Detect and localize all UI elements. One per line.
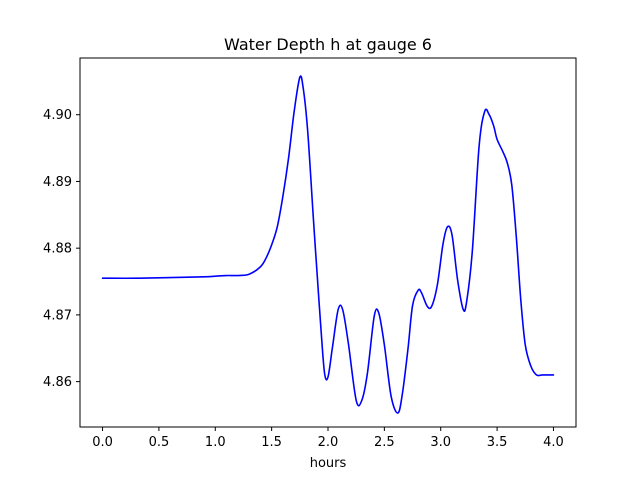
- x-tick-label: 2.0: [318, 435, 339, 450]
- x-tick-label: 1.5: [261, 435, 282, 450]
- x-tick-label: 2.5: [374, 435, 395, 450]
- x-tick-label: 3.0: [430, 435, 451, 450]
- y-tick-label: 4.86: [43, 375, 72, 390]
- y-tick-label: 4.90: [43, 108, 72, 123]
- series-line-0: [101, 75, 555, 414]
- y-tick-label: 4.88: [43, 242, 72, 257]
- x-axis-label: hours: [310, 456, 347, 471]
- y-tick-label: 4.87: [43, 308, 72, 323]
- x-tick-label: 4.0: [543, 435, 564, 450]
- axes-frame: [79, 57, 577, 428]
- y-tick-label: 4.89: [43, 175, 72, 190]
- x-tick-label: 3.5: [487, 435, 508, 450]
- plot-area: [101, 75, 555, 414]
- x-tick-label: 0.0: [92, 435, 113, 450]
- x-tick-label: 1.0: [205, 435, 226, 450]
- x-tick-label: 0.5: [149, 435, 170, 450]
- axis-ticks: 0.0 0.5 1.0 1.5 2.0 2.5 3.0 3.5 4.0 4.86 4.87 4.88 4…: [43, 108, 564, 450]
- chart-title: Water Depth h at gauge 6: [224, 35, 432, 54]
